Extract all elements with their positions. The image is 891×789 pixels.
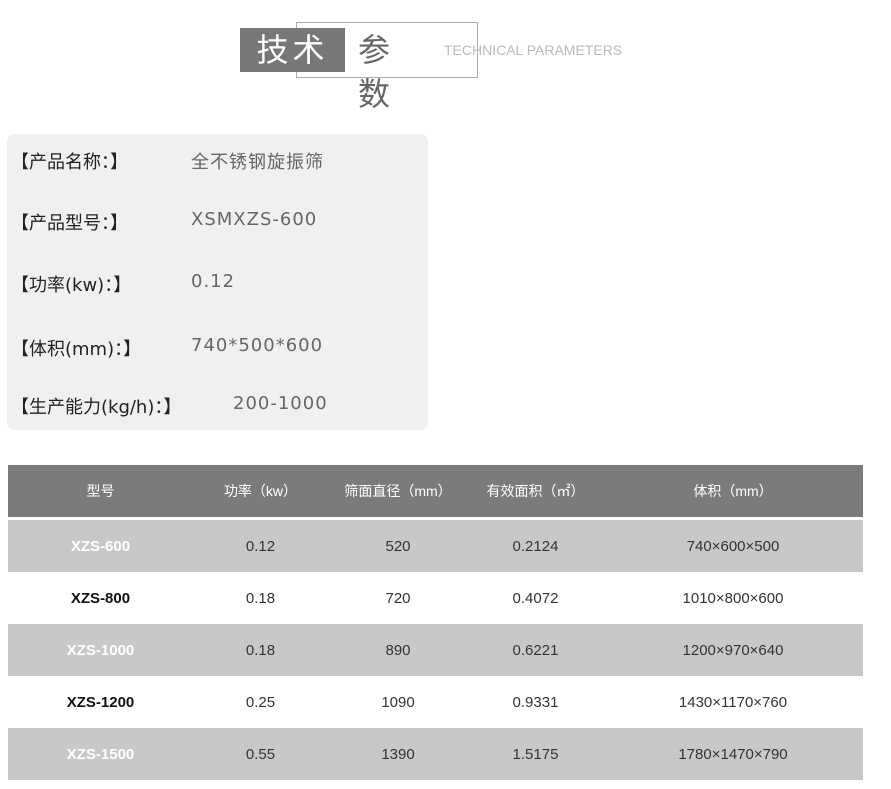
info-value: 740*500*600 bbox=[191, 335, 324, 356]
title-light: 参数 bbox=[358, 31, 395, 113]
info-label: 【产品名称：】 bbox=[11, 152, 128, 173]
table-cell: 0.55 bbox=[193, 728, 328, 780]
table-cell: 1010×800×600 bbox=[682, 589, 784, 607]
table-cell: 0.6221 bbox=[468, 624, 603, 676]
column-header: 有效面积（㎡） bbox=[468, 465, 603, 520]
info-value: 全不锈钢旋振筛 bbox=[191, 152, 324, 173]
table-cell: 720 bbox=[385, 589, 411, 607]
table-cell: 1780×1470×790 bbox=[603, 728, 863, 780]
column-header: 功率（kw） bbox=[193, 465, 328, 520]
table-cell: 0.9331 bbox=[512, 693, 559, 711]
table-row: XZS-1500 0.55 1390 1.5175 1780×1470×790 bbox=[8, 728, 863, 780]
info-value: 0.12 bbox=[191, 271, 236, 292]
table-cell: 1430×1170×760 bbox=[678, 693, 788, 711]
model-cell: XZS-800 bbox=[70, 589, 131, 607]
model-cell: XZS-1000 bbox=[8, 624, 193, 676]
info-label: 【体积(mm)：】 bbox=[11, 339, 142, 360]
title-dark: 技术 bbox=[240, 28, 345, 72]
table-cell: 0.18 bbox=[193, 624, 328, 676]
table-cell: 1.5175 bbox=[468, 728, 603, 780]
table-row: XZS-1000 0.18 890 0.6221 1200×970×640 bbox=[8, 624, 863, 676]
table-cell: 1200×970×640 bbox=[603, 624, 863, 676]
table-cell: 0.12 bbox=[193, 518, 328, 572]
model-cell: XZS-1500 bbox=[8, 728, 193, 780]
info-label: 【产品型号：】 bbox=[11, 213, 128, 234]
table-row: XZS-800 0.18 720 0.4072 1010×800×600 bbox=[8, 572, 863, 624]
table-cell: 890 bbox=[328, 624, 468, 676]
info-value: XSMXZS-600 bbox=[191, 209, 318, 230]
model-cell: XZS-1200 bbox=[66, 693, 135, 711]
table-header: 型号 功率（kw） 筛面直径（mm） 有效面积（㎡） 体积（mm） bbox=[8, 465, 863, 520]
title-english: TECHNICAL PARAMETERS bbox=[444, 42, 623, 58]
table-row: XZS-1200 0.25 1090 0.9331 1430×1170×760 bbox=[8, 676, 863, 728]
table-cell: 1090 bbox=[381, 693, 415, 711]
column-header: 型号 bbox=[8, 465, 193, 520]
spec-table: 型号 功率（kw） 筛面直径（mm） 有效面积（㎡） 体积（mm） XZS-600 0.1… bbox=[8, 465, 863, 780]
product-info-box: 【产品名称：】 全不锈钢旋振筛 【产品型号：】 XSMXZS-600 【功率(k… bbox=[7, 134, 428, 430]
table-cell: 0.18 bbox=[245, 589, 276, 607]
table-cell: 740×600×500 bbox=[603, 518, 863, 572]
info-value: 200-1000 bbox=[233, 393, 328, 414]
info-label: 【功率(kw)：】 bbox=[11, 275, 132, 296]
column-header: 筛面直径（mm） bbox=[328, 465, 468, 520]
column-header: 体积（mm） bbox=[603, 465, 863, 520]
model-cell: XZS-600 bbox=[8, 518, 193, 572]
table-cell: 520 bbox=[328, 518, 468, 572]
table-cell: 1390 bbox=[328, 728, 468, 780]
table-cell: 0.25 bbox=[245, 693, 276, 711]
info-label: 【生产能力(kg/h)：】 bbox=[11, 397, 182, 418]
table-row: XZS-600 0.12 520 0.2124 740×600×500 bbox=[8, 518, 863, 572]
table-cell: 0.4072 bbox=[512, 589, 559, 607]
table-cell: 0.2124 bbox=[468, 518, 603, 572]
